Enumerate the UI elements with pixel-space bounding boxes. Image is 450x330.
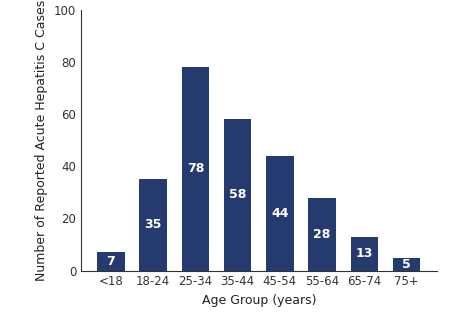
Bar [308, 198, 336, 271]
Text: 13: 13 [356, 247, 373, 260]
Bar [393, 258, 420, 271]
Text: 35: 35 [144, 218, 162, 231]
Bar [182, 67, 209, 271]
Y-axis label: Number of Reported Acute Hepatitis C Cases: Number of Reported Acute Hepatitis C Cas… [36, 0, 48, 281]
Text: 5: 5 [402, 258, 411, 271]
Bar [97, 252, 125, 271]
Bar [224, 119, 252, 271]
Bar [140, 180, 167, 271]
Text: 28: 28 [314, 228, 331, 241]
Text: 58: 58 [229, 188, 246, 202]
Text: 78: 78 [187, 162, 204, 176]
Text: 7: 7 [107, 255, 115, 268]
Bar [266, 156, 293, 271]
Bar [351, 237, 378, 271]
X-axis label: Age Group (years): Age Group (years) [202, 294, 316, 307]
Text: 44: 44 [271, 207, 288, 220]
